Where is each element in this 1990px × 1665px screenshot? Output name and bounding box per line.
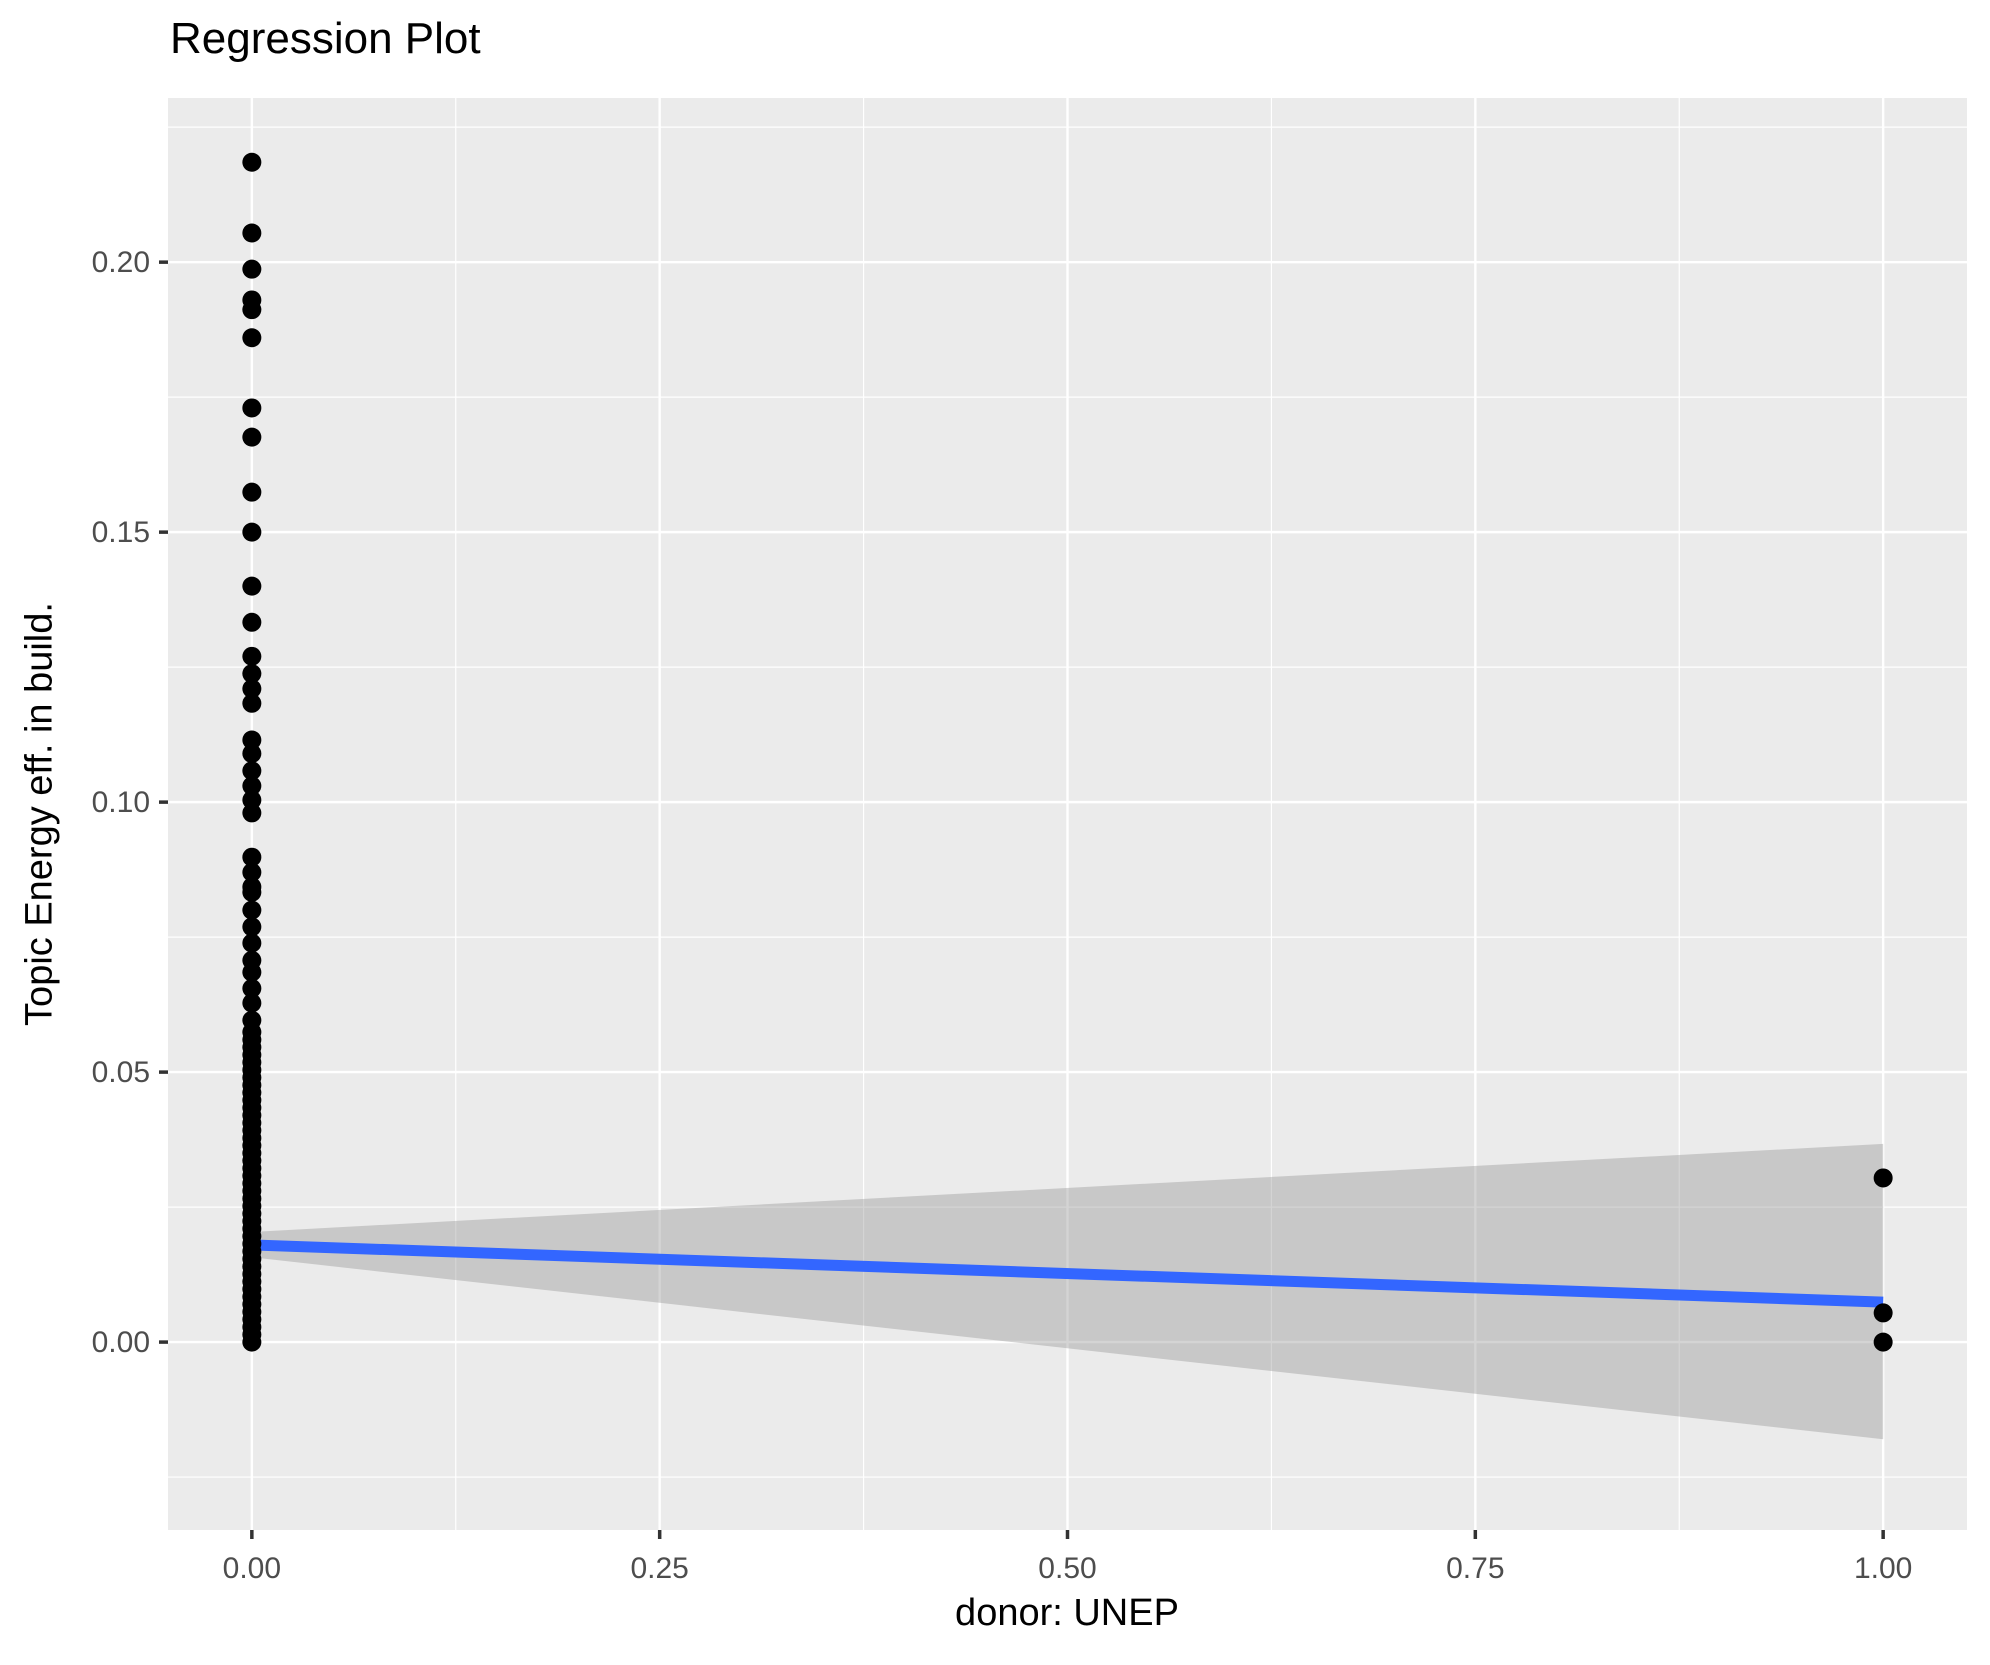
data-point [242,612,262,632]
data-point [242,398,262,418]
data-point [242,744,262,764]
data-point [242,1332,262,1352]
data-point [1873,1168,1893,1188]
x-tick-label: 0.25 [630,1552,688,1585]
x-tick-label: 0.00 [223,1552,281,1585]
data-point [242,847,262,867]
data-point [242,962,262,982]
data-point [242,978,262,998]
data-point [242,900,262,920]
y-tick-label: 0.10 [92,786,150,819]
data-point [242,917,262,937]
data-point [242,761,262,781]
x-axis-title: donor: UNEP [955,1592,1179,1634]
data-point [242,328,262,348]
data-point [242,482,262,502]
data-point [1873,1332,1893,1352]
data-point [242,693,262,713]
regression-line [251,1239,1884,1308]
y-tick-label: 0.15 [92,516,150,549]
data-point [242,730,262,750]
data-point [242,993,262,1013]
data-point [242,646,262,666]
data-point [242,679,262,699]
y-tick-label: 0.00 [92,1326,150,1359]
data-point [242,223,262,243]
plot-title: Regression Plot [170,14,481,63]
data-point [242,803,262,823]
data-point [242,576,262,596]
data-point [242,259,262,279]
x-tick-label: 0.50 [1038,1552,1096,1585]
confidence-band [251,1143,1884,1440]
y-tick-label: 0.20 [92,246,150,279]
x-tick-label: 0.75 [1446,1552,1504,1585]
data-point [242,862,262,882]
data-point [242,427,262,447]
x-tick-label: 1.00 [1854,1552,1912,1585]
data-point [1873,1303,1893,1323]
data-point [242,933,262,953]
data-point [242,522,262,542]
data-point [242,882,262,902]
data-point [242,152,262,172]
data-point [242,776,262,796]
y-axis-title: Topic Energy eff. in build. [18,602,61,1026]
data-point [242,300,262,320]
data-point [242,664,262,684]
y-tick-label: 0.05 [92,1056,150,1089]
